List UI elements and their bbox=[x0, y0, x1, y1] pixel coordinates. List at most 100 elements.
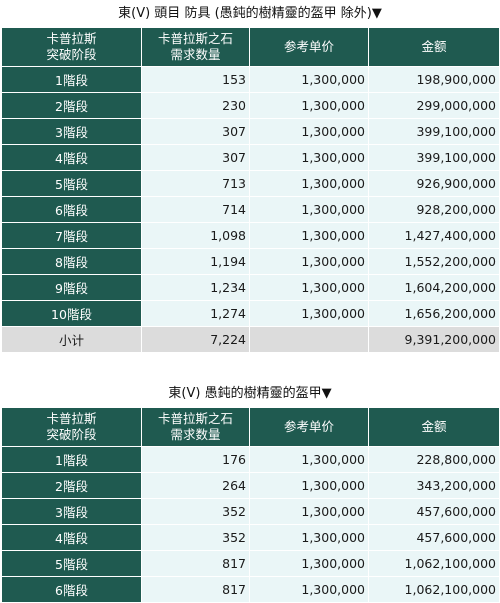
kaplas-cost-table: 卡普拉斯 突破阶段 卡普拉斯之石 需求数量 参考单价 金额 1階段 176 1,300,… bbox=[1, 407, 500, 603]
price-cell: 1,300,000 bbox=[249, 144, 369, 171]
price-cell: 1,300,000 bbox=[249, 170, 369, 197]
qty-cell: 176 bbox=[141, 446, 250, 473]
table-row: 4階段 307 1,300,000 399,100,000 bbox=[1, 144, 500, 171]
stage-cell: 1階段 bbox=[1, 446, 142, 473]
stage-cell: 5階段 bbox=[1, 170, 142, 197]
table-row: 10階段 1,274 1,300,000 1,656,200,000 bbox=[1, 300, 500, 327]
header-qty: 卡普拉斯之石 需求数量 bbox=[141, 27, 250, 67]
table-row: 4階段 352 1,300,000 457,600,000 bbox=[1, 524, 500, 551]
qty-cell: 153 bbox=[141, 66, 250, 93]
stage-cell: 6階段 bbox=[1, 196, 142, 223]
amount-cell: 343,200,000 bbox=[368, 472, 500, 499]
qty-cell: 817 bbox=[141, 576, 250, 603]
price-cell: 1,300,000 bbox=[249, 222, 369, 249]
header-qty-line2: 需求数量 bbox=[170, 47, 221, 62]
table-row: 2階段 230 1,300,000 299,000,000 bbox=[1, 92, 500, 119]
stage-cell: 7階段 bbox=[1, 222, 142, 249]
price-cell: 1,300,000 bbox=[249, 498, 369, 525]
stage-cell: 10階段 bbox=[1, 300, 142, 327]
table-title: 東(V) 頭目 防具 (愚鈍的樹精靈的盔甲 除外)▼ bbox=[118, 6, 382, 21]
amount-cell: 928,200,000 bbox=[368, 196, 500, 223]
amount-cell: 1,062,100,000 bbox=[368, 576, 500, 603]
amount-cell: 399,100,000 bbox=[368, 144, 500, 171]
qty-cell: 307 bbox=[141, 144, 250, 171]
qty-cell: 352 bbox=[141, 498, 250, 525]
stage-cell: 4階段 bbox=[1, 524, 142, 551]
stage-cell: 4階段 bbox=[1, 144, 142, 171]
qty-cell: 817 bbox=[141, 550, 250, 577]
total-label-cell: 小计 bbox=[1, 326, 142, 353]
qty-cell: 264 bbox=[141, 472, 250, 499]
qty-cell: 1,098 bbox=[141, 222, 250, 249]
header-qty: 卡普拉斯之石 需求数量 bbox=[141, 407, 250, 447]
price-cell: 1,300,000 bbox=[249, 524, 369, 551]
amount-cell: 1,604,200,000 bbox=[368, 274, 500, 301]
price-cell: 1,300,000 bbox=[249, 118, 369, 145]
total-row: 小计 7,224 9,391,200,000 bbox=[1, 326, 500, 353]
header-qty-line2: 需求数量 bbox=[170, 427, 221, 442]
amount-cell: 457,600,000 bbox=[368, 498, 500, 525]
price-cell: 1,300,000 bbox=[249, 92, 369, 119]
table-row: 6階段 817 1,300,000 1,062,100,000 bbox=[1, 576, 500, 603]
header-stage-line2: 突破阶段 bbox=[46, 47, 97, 62]
header-price: 参考单价 bbox=[249, 27, 369, 67]
price-cell: 1,300,000 bbox=[249, 472, 369, 499]
table-row: 6階段 714 1,300,000 928,200,000 bbox=[1, 196, 500, 223]
amount-cell: 1,552,200,000 bbox=[368, 248, 500, 275]
table-row: 3階段 307 1,300,000 399,100,000 bbox=[1, 118, 500, 145]
table-title: 東(V) 愚鈍的樹精靈的盔甲▼ bbox=[168, 386, 332, 401]
header-stage: 卡普拉斯 突破阶段 bbox=[1, 407, 142, 447]
amount-cell: 1,427,400,000 bbox=[368, 222, 500, 249]
qty-cell: 1,194 bbox=[141, 248, 250, 275]
stage-cell: 5階段 bbox=[1, 550, 142, 577]
stage-cell: 8階段 bbox=[1, 248, 142, 275]
amount-cell: 926,900,000 bbox=[368, 170, 500, 197]
amount-cell: 198,900,000 bbox=[368, 66, 500, 93]
qty-cell: 1,274 bbox=[141, 300, 250, 327]
header-stage: 卡普拉斯 突破阶段 bbox=[1, 27, 142, 67]
table-row: 5階段 817 1,300,000 1,062,100,000 bbox=[1, 550, 500, 577]
price-cell: 1,300,000 bbox=[249, 446, 369, 473]
amount-cell: 457,600,000 bbox=[368, 524, 500, 551]
price-cell: 1,300,000 bbox=[249, 248, 369, 275]
amount-cell: 299,000,000 bbox=[368, 92, 500, 119]
amount-cell: 1,656,200,000 bbox=[368, 300, 500, 327]
header-row: 卡普拉斯 突破阶段 卡普拉斯之石 需求数量 参考单价 金额 bbox=[1, 407, 500, 447]
stage-cell: 2階段 bbox=[1, 472, 142, 499]
qty-cell: 230 bbox=[141, 92, 250, 119]
table-row: 5階段 713 1,300,000 926,900,000 bbox=[1, 170, 500, 197]
amount-cell: 1,062,100,000 bbox=[368, 550, 500, 577]
table-row: 1階段 176 1,300,000 228,800,000 bbox=[1, 446, 500, 473]
amount-cell: 399,100,000 bbox=[368, 118, 500, 145]
stage-cell: 3階段 bbox=[1, 118, 142, 145]
stage-cell: 2階段 bbox=[1, 92, 142, 119]
table-section-tree-armor: 東(V) 愚鈍的樹精靈的盔甲▼ 卡普拉斯 突破阶段 卡普拉斯之石 需求数量 参考单价… bbox=[0, 380, 500, 603]
price-cell: 1,300,000 bbox=[249, 550, 369, 577]
price-cell: 1,300,000 bbox=[249, 196, 369, 223]
table-row: 8階段 1,194 1,300,000 1,552,200,000 bbox=[1, 248, 500, 275]
price-cell: 1,300,000 bbox=[249, 300, 369, 327]
total-amount-cell: 9,391,200,000 bbox=[368, 326, 500, 353]
header-stage-line1: 卡普拉斯 bbox=[46, 411, 97, 426]
price-cell: 1,300,000 bbox=[249, 576, 369, 603]
stage-cell: 9階段 bbox=[1, 274, 142, 301]
table-row: 1階段 153 1,300,000 198,900,000 bbox=[1, 66, 500, 93]
qty-cell: 307 bbox=[141, 118, 250, 145]
header-price: 参考单价 bbox=[249, 407, 369, 447]
stage-cell: 1階段 bbox=[1, 66, 142, 93]
header-amount: 金额 bbox=[368, 407, 500, 447]
total-price-cell bbox=[249, 326, 369, 353]
total-qty-cell: 7,224 bbox=[141, 326, 250, 353]
header-row: 卡普拉斯 突破阶段 卡普拉斯之石 需求数量 参考单价 金额 bbox=[1, 27, 500, 67]
table-row: 2階段 264 1,300,000 343,200,000 bbox=[1, 472, 500, 499]
amount-cell: 228,800,000 bbox=[368, 446, 500, 473]
header-qty-line1: 卡普拉斯之石 bbox=[157, 411, 233, 426]
table-row: 7階段 1,098 1,300,000 1,427,400,000 bbox=[1, 222, 500, 249]
stage-cell: 6階段 bbox=[1, 576, 142, 603]
header-amount: 金额 bbox=[368, 27, 500, 67]
qty-cell: 352 bbox=[141, 524, 250, 551]
header-qty-line1: 卡普拉斯之石 bbox=[157, 31, 233, 46]
kaplas-cost-table: 卡普拉斯 突破阶段 卡普拉斯之石 需求数量 参考单价 金额 1階段 153 1,300,… bbox=[1, 27, 500, 353]
qty-cell: 1,234 bbox=[141, 274, 250, 301]
table-row: 9階段 1,234 1,300,000 1,604,200,000 bbox=[1, 274, 500, 301]
